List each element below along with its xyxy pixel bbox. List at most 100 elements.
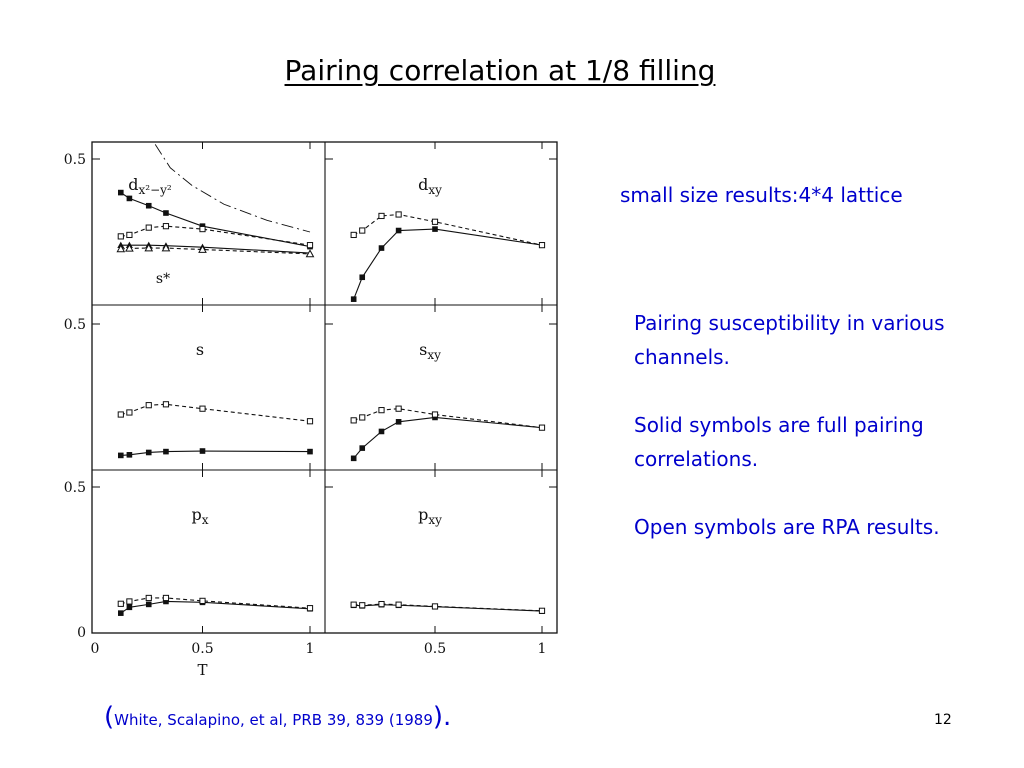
panel-dxy: dxy [350,175,546,302]
page-number: 12 [934,712,952,728]
x-tick-label: 0 [91,641,100,657]
data-point [199,405,206,412]
data-point [118,610,124,616]
data-point [395,211,402,218]
data-point [307,448,313,455]
data-point [126,452,133,458]
series-line [353,228,543,300]
data-point [199,597,206,604]
data-point [163,448,169,455]
data-point [350,601,357,608]
note-open-symbols: Open symbols are RPA results. [634,515,940,539]
data-point [432,226,438,232]
data-point [359,414,366,421]
data-point [538,424,546,431]
data-point [145,202,152,209]
data-point [359,602,366,609]
data-point [163,598,169,605]
data-point [306,418,314,425]
x-tick-label: 1 [306,641,315,657]
data-point [126,195,133,202]
data-point [162,594,170,602]
data-point [145,449,152,456]
data-point [350,417,357,424]
y-tick-label: 0.5 [64,152,86,168]
data-point [144,243,154,252]
panel-px: px [117,505,314,616]
notes-block: Pairing susceptibility in various channe… [634,306,964,578]
x-tick-label: 0.5 [191,641,213,657]
slide-title: Pairing correlation at 1/8 filling [284,54,716,87]
panel-s: s [117,340,314,459]
data-point [145,601,152,608]
data-point [117,411,124,418]
data-point [306,605,314,612]
data-point [350,231,357,239]
data-point [126,409,133,416]
series-line [154,144,311,233]
panel-label: dxy [418,175,442,197]
data-point [161,243,171,252]
data-point [162,401,170,408]
data-point [350,455,357,462]
data-point [378,212,385,220]
x-tick-label: 1 [538,641,547,657]
data-point [378,245,385,251]
data-point [306,242,314,249]
data-point [126,598,133,605]
data-point [431,218,439,225]
data-point [431,411,439,418]
lattice-size-note: small size results:4*4 lattice [620,183,903,207]
data-point [117,233,124,240]
data-point [395,419,402,425]
y-tick-label: 0 [77,625,86,641]
data-point [145,594,152,602]
data-point [145,224,152,231]
panel-pxy: pxy [350,505,546,614]
data-point [378,600,385,608]
data-point [125,243,134,252]
data-point [395,601,402,608]
data-point [126,604,133,611]
citation-text: White, Scalapino, et al, PRB 39, 839 (19… [114,711,433,729]
citation-open-paren: ( [104,702,115,732]
y-tick-label: 0.5 [64,480,86,496]
note-solid-symbols: Solid symbols are full pairing correlati… [634,413,924,471]
data-point [305,249,315,258]
data-point [538,607,546,614]
panel-label: px [191,505,208,527]
data-point [395,227,402,234]
data-point [350,296,357,302]
panel-label: s [196,340,204,359]
data-point [126,231,133,239]
data-point [359,445,366,451]
data-point [378,428,385,435]
data-point [359,274,366,281]
panel-dx2y2: dx²−y² s* [116,144,315,287]
data-point [198,244,207,253]
data-point [378,407,385,414]
y-tick-label: 0.5 [64,317,86,333]
panel-label: pxy [418,505,442,527]
data-point [538,242,546,249]
note-susceptibility: Pairing susceptibility in various channe… [634,311,945,369]
citation-close: ). [432,702,452,732]
data-point [163,210,169,216]
series-line [353,416,543,459]
data-point [118,189,124,196]
x-tick-label: 0.5 [424,641,446,657]
panel-sxy: sxy [350,340,546,462]
citation: (White, Scalapino, et al, PRB 39, 839 (1… [104,702,451,732]
x-axis-label: T [197,661,207,679]
data-point [118,452,124,459]
data-point [431,603,439,610]
data-point [116,244,126,253]
panel-label: sxy [419,340,441,362]
data-point [359,227,366,234]
data-point [199,448,206,454]
data-point [117,600,124,607]
panel-label: dx²−y² [128,175,172,197]
data-point [162,223,170,230]
series-line [120,192,311,248]
data-point [395,405,402,412]
